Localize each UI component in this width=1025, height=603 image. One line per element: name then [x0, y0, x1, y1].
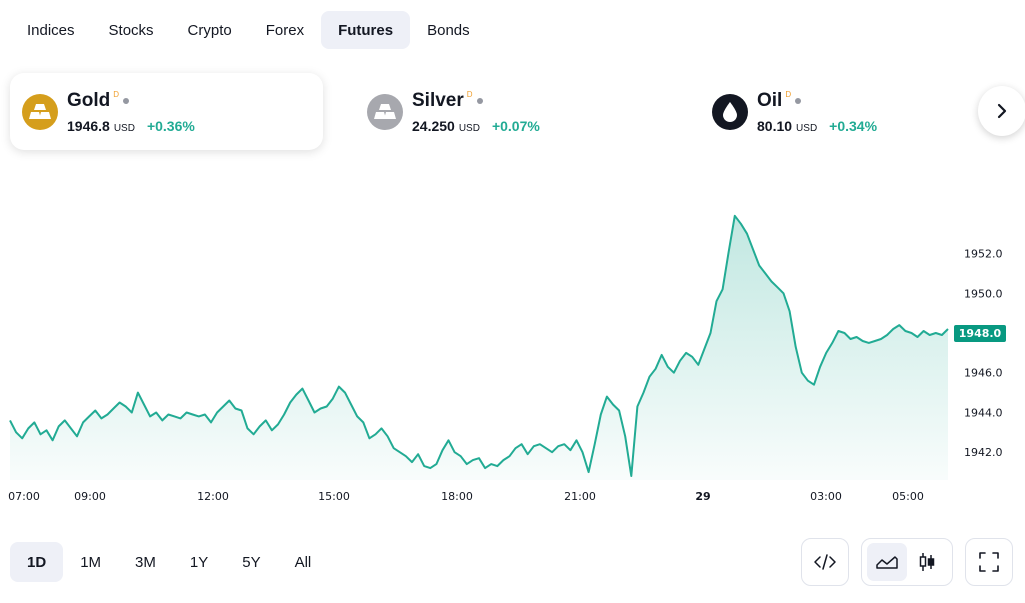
y-tick-label: 1942.0 — [964, 446, 1003, 459]
market-tabs: Indices Stocks Crypto Forex Futures Bond… — [10, 10, 487, 50]
symbol-name: Silver — [412, 89, 464, 111]
tab-futures[interactable]: Futures — [321, 11, 411, 49]
range-1m[interactable]: 1M — [80, 553, 102, 571]
range-3m[interactable]: 3M — [135, 553, 156, 571]
x-tick-label: 03:00 — [810, 490, 842, 503]
symbol-change: +0.36% — [146, 117, 195, 134]
range-5y[interactable]: 5Y — [242, 553, 261, 571]
y-tick-label: 1944.0 — [964, 407, 1003, 420]
range-1d[interactable]: 1D — [10, 542, 64, 582]
embed-button[interactable] — [801, 538, 849, 586]
price-chart[interactable]: 1952.0 1950.0 1948.0 1946.0 1944.0 1942.0 07:… — [0, 160, 1025, 510]
market-status-dot — [795, 97, 802, 104]
symbol-card-oil[interactable]: Oil D 80.10 USD +0.34% — [700, 73, 1013, 150]
tab-stocks[interactable]: Stocks — [108, 21, 154, 39]
x-tick-label: 29 — [695, 490, 710, 503]
next-cards-button[interactable] — [978, 86, 1025, 136]
market-status-dot — [123, 97, 130, 104]
delayed-badge: D — [466, 89, 473, 99]
tab-forex[interactable]: Forex — [265, 21, 305, 39]
area-chart-icon — [876, 556, 898, 569]
price-chart-svg: 1952.0 1950.0 1948.0 1946.0 1944.0 1942.0 07:… — [8, 214, 1006, 503]
symbol-currency: USD — [458, 122, 480, 134]
x-tick-label: 05:00 — [892, 490, 924, 503]
gold-bars-icon — [22, 93, 58, 130]
fullscreen-icon — [979, 552, 999, 572]
silver-bars-icon — [367, 93, 403, 130]
y-tick-label: 1950.0 — [964, 287, 1003, 300]
market-status-dot — [476, 97, 483, 104]
symbol-card-silver[interactable]: Silver D 24.250 USD +0.07% — [355, 73, 668, 150]
fullscreen-button[interactable] — [965, 538, 1013, 586]
symbol-price: 1946.8 — [67, 117, 110, 134]
code-icon — [814, 554, 836, 570]
symbol-price: 24.250 — [412, 117, 455, 134]
symbol-change: +0.07% — [491, 117, 540, 134]
symbol-name: Gold — [67, 89, 111, 111]
price-line — [9, 214, 949, 477]
current-price-label: 1948.0 — [959, 327, 1002, 340]
candlestick-icon — [919, 553, 935, 571]
symbol-card-gold[interactable]: Gold D 1946.8 USD +0.36% — [10, 73, 323, 150]
y-tick-label: 1952.0 — [964, 248, 1003, 261]
symbol-cards: Gold D 1946.8 USD +0.36% Silver D — [10, 73, 1025, 151]
price-area — [10, 215, 948, 481]
range-all[interactable]: All — [294, 553, 312, 571]
range-1y[interactable]: 1Y — [189, 553, 209, 571]
chart-style-group — [861, 538, 953, 586]
x-tick-label: 21:00 — [564, 490, 596, 503]
x-tick-label: 07:00 — [8, 490, 40, 503]
current-price-badge — [954, 325, 1006, 342]
x-tick-label: 12:00 — [197, 490, 229, 503]
oil-drop-icon — [712, 93, 748, 130]
area-chart-button[interactable] — [867, 543, 907, 581]
symbol-price: 80.10 — [757, 117, 793, 134]
candlestick-chart-button[interactable] — [907, 543, 947, 581]
delayed-badge: D — [785, 89, 792, 99]
symbol-currency: USD — [796, 122, 818, 134]
x-tick-label: 18:00 — [441, 490, 473, 503]
tab-indices[interactable]: Indices — [27, 21, 75, 39]
symbol-change: +0.34% — [829, 117, 878, 134]
y-tick-label: 1946.0 — [964, 367, 1003, 380]
symbol-name: Oil — [757, 89, 783, 111]
x-tick-label: 15:00 — [318, 490, 350, 503]
chevron-right-icon — [997, 103, 1007, 119]
tab-bonds[interactable]: Bonds — [427, 21, 470, 39]
tab-crypto[interactable]: Crypto — [187, 21, 232, 39]
range-selector: 1D 1M 3M 1Y 5Y All — [10, 542, 328, 582]
symbol-currency: USD — [113, 122, 135, 134]
delayed-badge: D — [113, 89, 120, 99]
x-tick-label: 09:00 — [74, 490, 106, 503]
